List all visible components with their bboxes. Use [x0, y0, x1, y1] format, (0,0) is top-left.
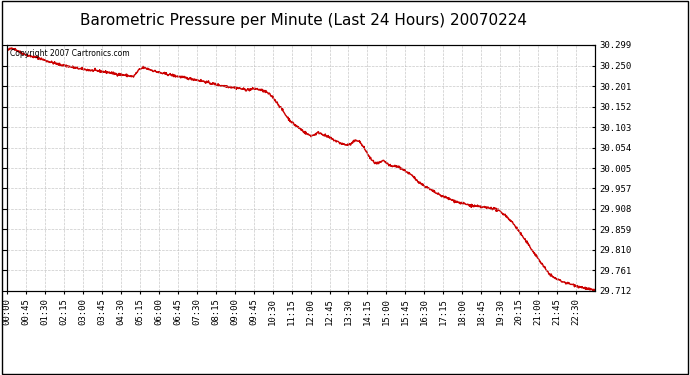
- Text: Copyright 2007 Cartronics.com: Copyright 2007 Cartronics.com: [10, 49, 130, 58]
- Text: Barometric Pressure per Minute (Last 24 Hours) 20070224: Barometric Pressure per Minute (Last 24 …: [80, 13, 527, 28]
